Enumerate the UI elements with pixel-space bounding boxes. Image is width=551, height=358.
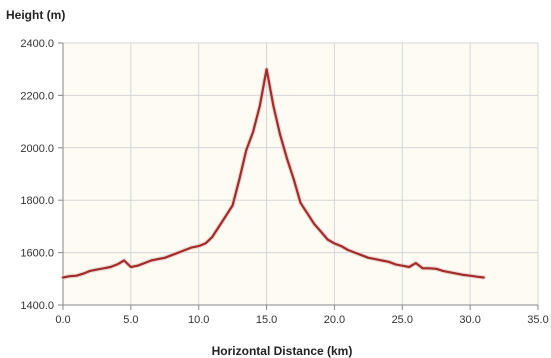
y-axis-title: Height (m) [6,8,65,22]
x-tick-label: 25.0 [392,314,413,326]
x-tick-label: 35.0 [527,314,548,326]
x-axis-title: Horizontal Distance (km) [212,344,353,358]
axes [58,42,539,310]
x-tick-label: 10.0 [188,314,209,326]
x-tick-label: 20.0 [324,314,345,326]
y-tick-label: 2400.0 [20,38,54,50]
series-layer [60,66,486,280]
series-line [61,68,485,279]
y-tick-label: 1400.0 [20,300,54,312]
tick-labels: 0.0 5.0 10.0 15.0 20.0 25.0 30.0 35.0 1400.0 1600… [20,38,548,326]
y-tick-label: 2200.0 [20,90,54,102]
x-tick-label: 30.0 [459,314,480,326]
x-tick-label: 0.0 [55,314,70,326]
y-tick-label: 2000.0 [20,143,54,155]
x-tick-label: 5.0 [123,314,138,326]
y-tick-label: 1800.0 [20,195,54,207]
plot-area [63,43,538,305]
y-tick-label: 1600.0 [20,248,54,260]
x-tick-label: 15.0 [256,314,277,326]
